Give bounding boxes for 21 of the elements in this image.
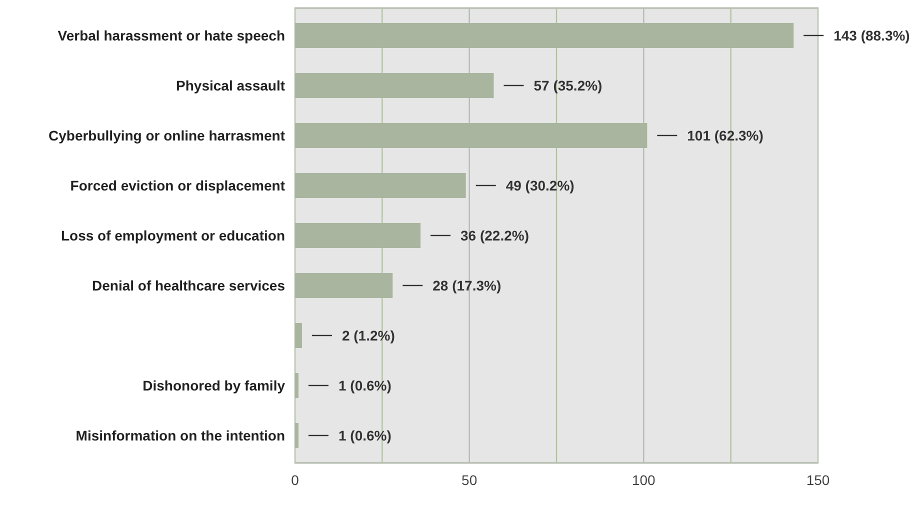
y-tick-label: Cyberbullying or online harrasment [48, 127, 286, 144]
y-tick-label: Forced eviction or displacement [70, 177, 286, 194]
x-tick-label: 150 [806, 472, 830, 488]
data-label: 57 (35.2%) [534, 77, 602, 94]
data-label: 28 (17.3%) [432, 277, 502, 294]
data-label: 101 (62.3%) [687, 127, 764, 144]
y-tick-label: Misinformation on the intention [76, 427, 285, 444]
data-label: 36 (22.2%) [460, 227, 530, 244]
x-tick-label: 100 [632, 472, 656, 488]
x-tick-label: 0 [291, 472, 300, 488]
y-tick-label: Dishonored by family [142, 377, 286, 394]
data-label: 49 (30.2%) [506, 177, 574, 194]
x-tick-label: 50 [462, 472, 478, 488]
data-label: 1 (0.6%) [338, 427, 392, 444]
y-tick-label: Denial of healthcare services [92, 277, 286, 294]
y-tick-label: Loss of employment or education [60, 227, 285, 244]
data-label: 2 (1.2%) [342, 327, 395, 344]
data-label: 143 (88.3%) [834, 27, 910, 44]
y-tick-label: Physical assault [176, 77, 286, 94]
data-label: 1 (0.6%) [338, 377, 392, 394]
y-tick-label: Verbal harassment or hate speech [58, 27, 285, 44]
